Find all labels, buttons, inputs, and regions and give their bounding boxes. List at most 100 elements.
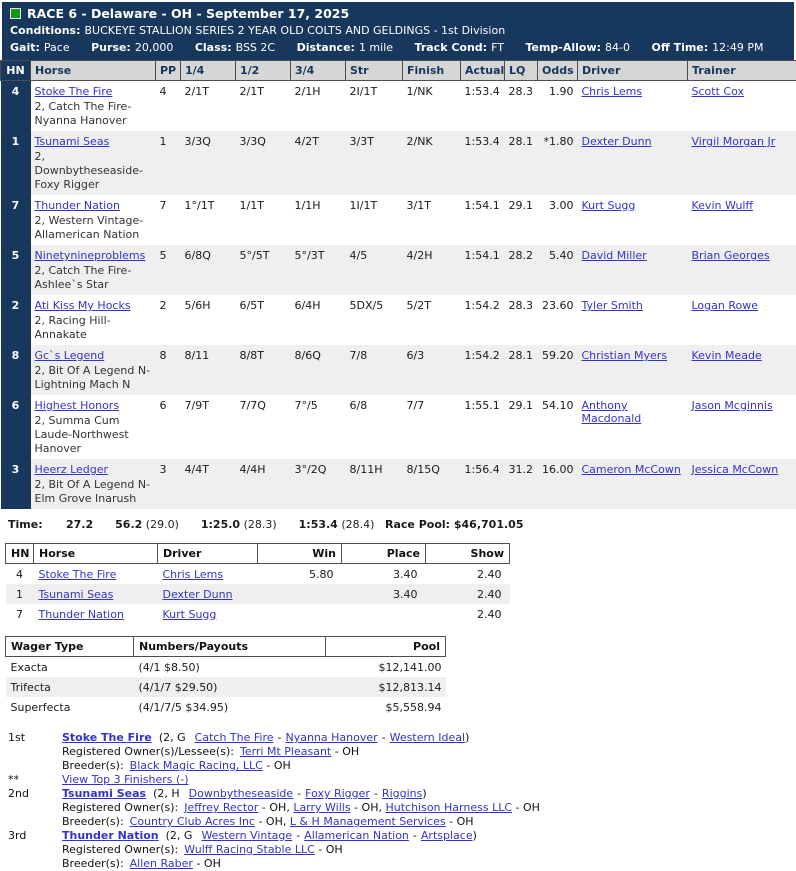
horse-link[interactable]: Tsunami Seas	[35, 135, 110, 148]
odds: 59.20	[538, 345, 578, 395]
time-label: Time:	[8, 518, 66, 531]
wager-row-exacta: Exacta (4/1 $8.50) $12,141.00	[6, 657, 446, 678]
col-header-wager-type: Wager Type	[6, 637, 134, 657]
driver-link[interactable]: Kurt Sugg	[163, 608, 217, 621]
horse-link[interactable]: Stoke The Fire	[35, 85, 113, 98]
final-time: 1:53.4 (28.4)	[299, 518, 375, 531]
horse-link[interactable]: Ninetynineproblems	[35, 249, 146, 262]
horse-link[interactable]: Ati Kiss My Hocks	[35, 299, 131, 312]
trainer-link[interactable]: Kevin Meade	[692, 349, 762, 362]
wager-table: Wager Type Numbers/Payouts Pool Exacta (…	[5, 636, 446, 717]
driver-link[interactable]: Dexter Dunn	[582, 135, 652, 148]
sire-link[interactable]: Downbytheseaside	[189, 787, 294, 800]
dam-link[interactable]: Allamerican Nation	[304, 829, 409, 842]
threequarter-call: 4/2T	[291, 131, 346, 195]
payout-row-1: 4 Stoke The Fire Chris Lems 5.80 3.40 2.…	[6, 564, 510, 585]
trainer-link[interactable]: Scott Cox	[692, 85, 744, 98]
horse-link[interactable]: Gc`s Legend	[35, 349, 105, 362]
horse-link[interactable]: Tsunami Seas	[39, 588, 114, 601]
result-row-6: 8 Gc`s Legend 2, Bit Of A Legend N-Light…	[1, 345, 796, 395]
place-label: 1st	[0, 731, 62, 745]
show-payout: 2.40	[426, 584, 510, 604]
result-row-2: 1 Tsunami Seas 2, Downbytheseaside-Foxy …	[1, 131, 796, 195]
driver-link[interactable]: David Miller	[582, 249, 647, 262]
race-header-band: RACE 6 - Delaware - OH - September 17, 2…	[2, 2, 794, 60]
horse-link[interactable]: Thunder Nation	[62, 829, 159, 842]
result-row-5: 2 Ati Kiss My Hocks 2, Racing Hill-Annak…	[1, 295, 796, 345]
sire-link[interactable]: Western Vintage	[201, 829, 292, 842]
horse-link[interactable]: Heerz Ledger	[35, 463, 109, 476]
horse-pedigree: 2, Bit Of A Legend N-Elm Grove Inarush	[35, 476, 152, 506]
driver-link[interactable]: Dexter Dunn	[163, 588, 233, 601]
horse-link[interactable]: Thunder Nation	[39, 608, 124, 621]
damsire-link[interactable]: Artsplace	[421, 829, 473, 842]
owner-link[interactable]: Wulff Racing Stable LLC	[184, 843, 315, 856]
half-call: 5°/5T	[236, 245, 291, 295]
damsire-link[interactable]: Western Ideal	[390, 731, 465, 744]
wager-type: Superfecta	[6, 697, 134, 717]
place-payout: 3.40	[342, 584, 426, 604]
breeder-link[interactable]: Allen Raber	[130, 857, 193, 870]
driver-link[interactable]: Chris Lems	[582, 85, 643, 98]
trainer-link[interactable]: Brian Georges	[692, 249, 770, 262]
col-header-trainer: Trainer	[688, 61, 796, 81]
owner-link[interactable]: Larry Wills	[293, 801, 350, 814]
wager-pool: $12,813.14	[326, 677, 446, 697]
finish-call: 5/2T	[403, 295, 461, 345]
win-payout: 5.80	[258, 564, 342, 585]
quarter-call: 1°/1T	[181, 195, 236, 245]
horse-link[interactable]: Highest Honors	[35, 399, 120, 412]
col-header-lq: LQ	[505, 61, 538, 81]
owner-link[interactable]: Hutchison Harness LLC	[385, 801, 512, 814]
finish-call: 4/2H	[403, 245, 461, 295]
post-position: 1	[156, 131, 181, 195]
wager-row-trifecta: Trifecta (4/1/7 $29.50) $12,813.14	[6, 677, 446, 697]
owner-label: Registered Owner(s):	[62, 843, 178, 856]
view-top3-marker: **	[0, 773, 62, 787]
purse-info: Purse:20,000	[91, 41, 173, 54]
breeder-link[interactable]: L & H Management Services	[290, 815, 446, 828]
threequarter-call: 7°/5	[291, 395, 346, 459]
view-top3-link[interactable]: View Top 3 Finishers (-)	[62, 773, 189, 786]
result-row-1: 4 Stoke The Fire 2, Catch The Fire-Nyann…	[1, 81, 796, 132]
driver-link[interactable]: Kurt Sugg	[582, 199, 636, 212]
breeder-link[interactable]: Black Magic Racing, LLC	[130, 759, 263, 772]
horse-link[interactable]: Stoke The Fire	[39, 568, 117, 581]
horse-pedigree: 2, Catch The Fire-Ashlee`s Star	[35, 262, 152, 292]
col-header-driver: Driver	[158, 544, 258, 564]
trainer-link[interactable]: Logan Rowe	[692, 299, 759, 312]
track-cond-info: Track Cond:FT	[415, 41, 504, 54]
distance-info: Distance:1 mile	[297, 41, 393, 54]
post-position: 8	[156, 345, 181, 395]
half-call: 1/1T	[236, 195, 291, 245]
finish-call: 8/15Q	[403, 459, 461, 509]
col-header-hn: HN	[1, 61, 31, 81]
sire-link[interactable]: Catch The Fire	[195, 731, 274, 744]
damsire-link[interactable]: Riggins	[382, 787, 422, 800]
breeder-link[interactable]: Country Club Acres Inc	[130, 815, 255, 828]
col-header-pool: Pool	[326, 637, 446, 657]
horse-link[interactable]: Thunder Nation	[35, 199, 120, 212]
col-header-threequarter: 3/4	[291, 61, 346, 81]
owner-link[interactable]: Terri Mt Pleasant	[240, 745, 331, 758]
trainer-link[interactable]: Jessica McCown	[692, 463, 779, 476]
owner-link[interactable]: Jeffrey Rector	[184, 801, 258, 814]
dam-link[interactable]: Nyanna Hanover	[285, 731, 377, 744]
driver-link[interactable]: Tyler Smith	[582, 299, 643, 312]
horse-link[interactable]: Tsunami Seas	[62, 787, 146, 800]
post-position: 7	[156, 195, 181, 245]
trainer-link[interactable]: Kevin Wulff	[692, 199, 754, 212]
horse-pedigree: 2, Bit Of A Legend N-Lightning Mach N	[35, 362, 152, 392]
dam-link[interactable]: Foxy Rigger	[305, 787, 370, 800]
horse-link[interactable]: Stoke The Fire	[62, 731, 152, 744]
driver-link[interactable]: Christian Myers	[582, 349, 668, 362]
owner-label: Registered Owner(s):	[62, 801, 178, 814]
trainer-link[interactable]: Virgil Morgan Jr	[692, 135, 776, 148]
trainer-link[interactable]: Jason Mcginnis	[692, 399, 773, 412]
driver-link[interactable]: Anthony Macdonald	[582, 399, 642, 425]
wager-pool: $12,141.00	[326, 657, 446, 678]
driver-link[interactable]: Cameron McCown	[582, 463, 681, 476]
race-conditions: Conditions:BUCKEYE STALLION SERIES 2 YEA…	[10, 24, 786, 37]
driver-link[interactable]: Chris Lems	[163, 568, 224, 581]
